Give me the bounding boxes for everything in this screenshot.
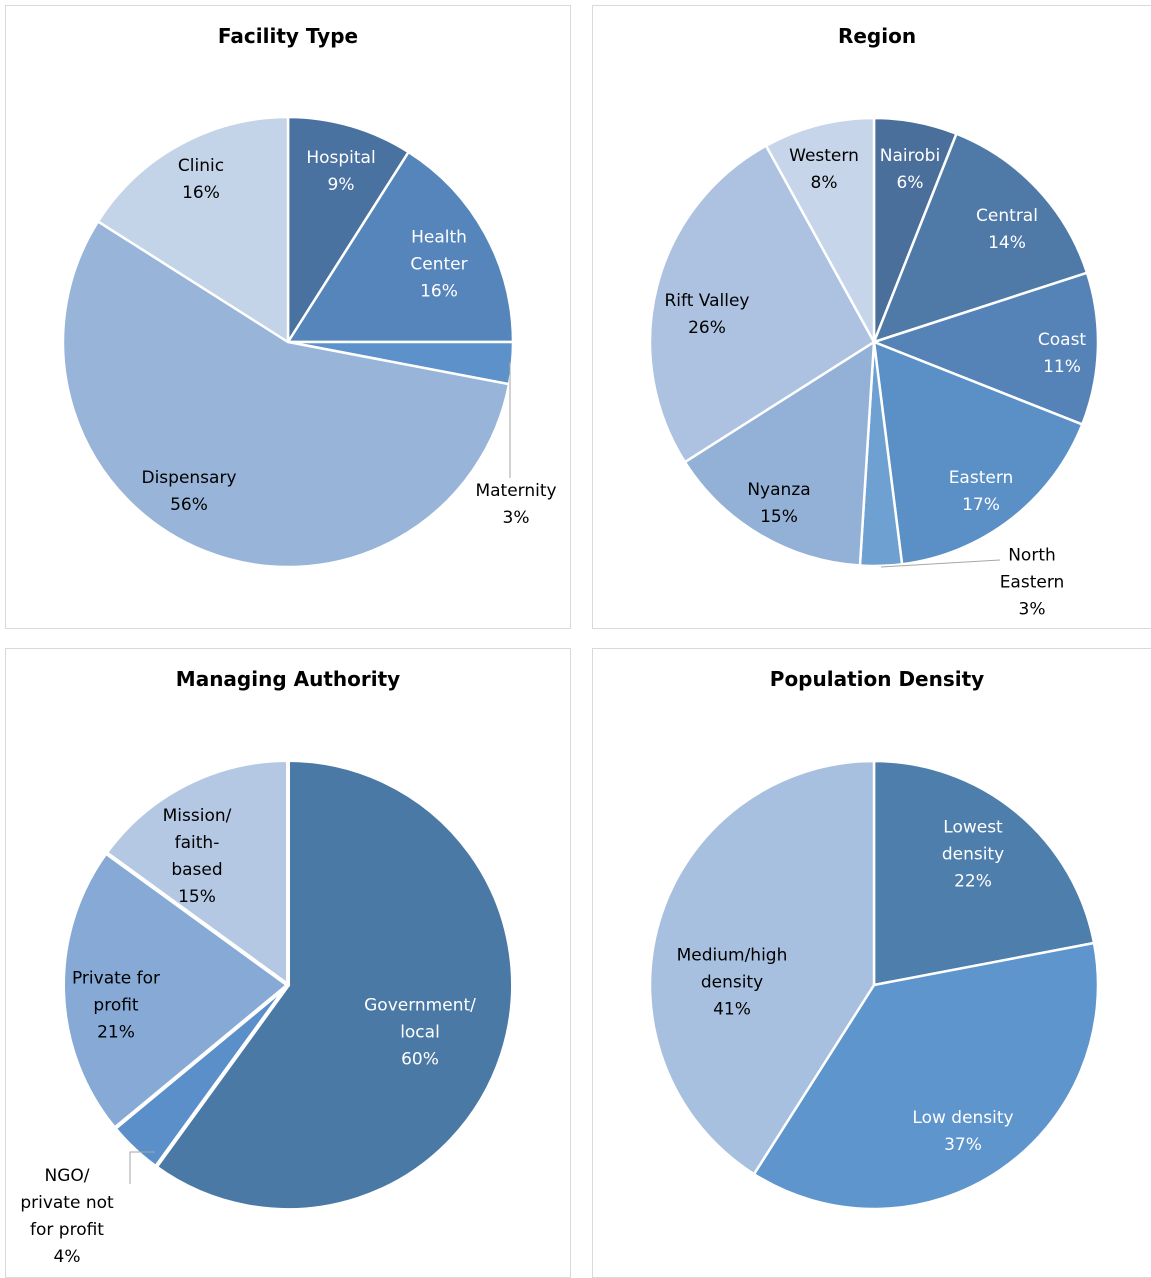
data-label: Nyanza 15%	[734, 477, 824, 531]
category-label: Eastern	[948, 468, 1014, 488]
pie-slice	[61, 220, 511, 569]
value-label: 37%	[944, 1135, 982, 1155]
chart-title: Managing Authority	[175, 667, 401, 691]
data-label: Eastern 17%	[936, 465, 1026, 519]
data-label: Dispensary 56%	[134, 465, 244, 519]
pie-slice	[648, 144, 876, 464]
pie-slice	[872, 271, 1100, 426]
data-label: Lowest density 22%	[918, 815, 1028, 896]
value-label: 6%	[896, 173, 924, 193]
category-label: Low density	[912, 1108, 1014, 1128]
data-label: Hospital 9%	[291, 145, 391, 199]
data-label: Private for profit 21%	[61, 966, 171, 1047]
data-label: NGO/ private not for profit 4%	[12, 1163, 122, 1271]
data-label: Rift Valley 26%	[652, 288, 762, 342]
category-label: Health Center	[410, 227, 468, 275]
data-label: Low density 37%	[908, 1105, 1018, 1159]
data-label: Health Center 16%	[399, 225, 479, 306]
pie-slice	[96, 115, 290, 344]
value-label: 41%	[713, 999, 751, 1020]
pie-slice	[872, 759, 1096, 987]
data-label: Maternity 3%	[466, 478, 566, 532]
data-label: Government/ local 60%	[350, 993, 490, 1074]
chart-title: Population Density	[769, 667, 985, 691]
data-label: Nairobi 6%	[870, 143, 950, 197]
pie-slice	[764, 116, 876, 344]
category-label: Dispensary	[141, 468, 237, 488]
category-label: Clinic	[177, 156, 225, 176]
value-label: 3%	[502, 508, 530, 528]
category-label: North Eastern	[999, 545, 1065, 593]
pie-slice	[103, 758, 290, 987]
pie-slice	[683, 340, 876, 567]
data-label: Medium/high density 41%	[672, 943, 792, 1024]
category-label: Mission/ faith-based	[162, 806, 232, 880]
pie-slice	[648, 759, 876, 1176]
category-label: Maternity	[475, 481, 557, 501]
value-label: 15%	[178, 887, 216, 907]
pie-slice	[752, 941, 1100, 1211]
value-label: 21%	[97, 1022, 135, 1043]
value-label: 4%	[53, 1247, 81, 1267]
value-label: 3%	[1018, 599, 1046, 620]
data-label: North Eastern 3%	[992, 543, 1072, 624]
value-label: 11%	[1043, 357, 1081, 377]
leader-line	[129, 1151, 155, 1184]
value-label: 16%	[420, 281, 458, 302]
category-label: NGO/ private not for profit	[20, 1166, 114, 1240]
category-label: Government/ local	[364, 995, 476, 1043]
data-label: Coast 11%	[1022, 327, 1102, 381]
data-label: Central 14%	[962, 203, 1052, 257]
pie-slice	[286, 150, 515, 344]
chart-title: Region	[837, 24, 917, 48]
value-label: 17%	[962, 495, 1000, 515]
data-label: Western 8%	[779, 143, 869, 197]
category-label: Central	[976, 206, 1038, 226]
category-label: Coast	[1037, 330, 1087, 350]
category-label: Hospital	[306, 148, 376, 168]
pie-slice	[872, 340, 1084, 566]
pie-slice	[61, 850, 290, 1131]
category-label: Private for profit	[71, 968, 161, 1016]
value-label: 22%	[954, 871, 992, 892]
value-label: 60%	[401, 1049, 439, 1070]
chart-title: Facility Type	[217, 24, 359, 48]
category-label: Western	[789, 146, 859, 166]
value-label: 56%	[170, 495, 208, 515]
category-label: Nyanza	[747, 480, 811, 500]
category-label: Rift Valley	[664, 291, 750, 311]
value-label: 14%	[988, 233, 1026, 253]
category-label: Lowest density	[941, 817, 1005, 865]
value-label: 26%	[688, 318, 726, 338]
pie-slice	[153, 758, 515, 1212]
value-label: 8%	[810, 173, 838, 193]
data-label: Clinic 16%	[161, 153, 241, 207]
value-label: 16%	[182, 183, 220, 203]
category-label: Medium/high density	[676, 945, 788, 993]
pie-slice	[286, 115, 410, 344]
value-label: 15%	[760, 507, 798, 527]
value-label: 9%	[327, 175, 355, 195]
category-label: Nairobi	[879, 146, 941, 166]
data-label: Mission/ faith-based 15%	[157, 803, 237, 911]
leader-line	[880, 559, 1001, 568]
